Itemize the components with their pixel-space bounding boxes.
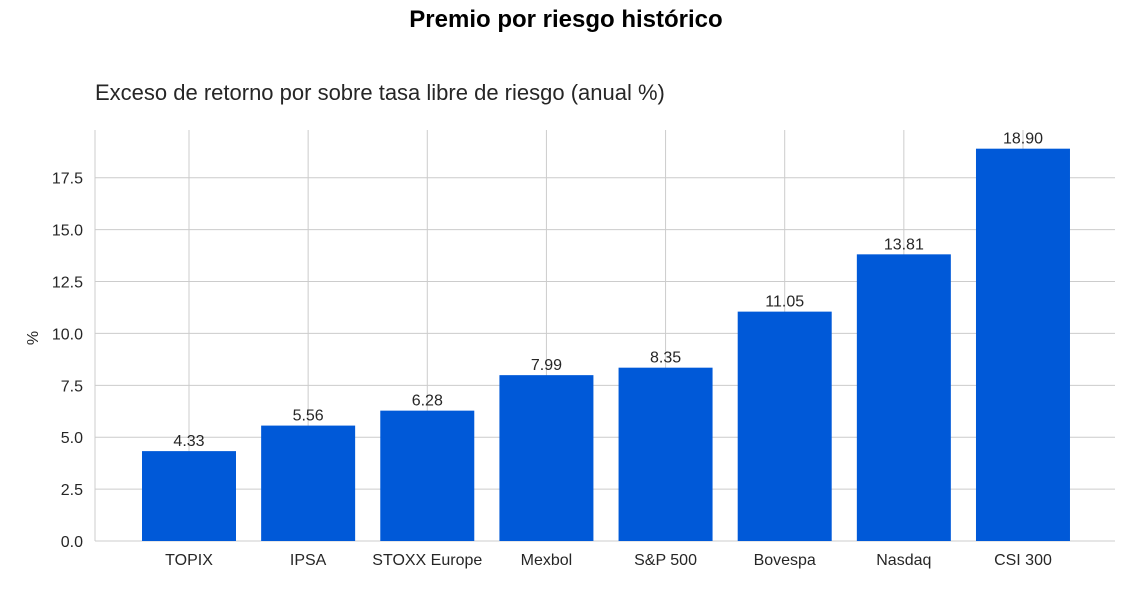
grid-layer (94, 130, 1115, 542)
data-label: 11.05 (765, 294, 804, 311)
bar (142, 451, 236, 541)
bar (380, 410, 475, 541)
y-tick-label: 5.0 (61, 430, 83, 447)
y-tick-label: 7.5 (61, 378, 83, 395)
labels-layer: 0.0 2.5 5.0 7.5 10.0 12.5 15.0 17.5 4.33 TOPIX 5.5… (52, 131, 1052, 569)
y-tick-label: 15.0 (52, 223, 83, 240)
x-tick-label: CSI 300 (994, 552, 1052, 569)
y-axis-label: % (25, 331, 42, 345)
chart-title: Premio por riesgo histórico (409, 6, 723, 33)
y-tick-label: 17.5 (52, 171, 83, 188)
x-tick-label: TOPIX (165, 552, 213, 569)
x-tick-label: Mexbol (521, 552, 573, 569)
data-label: 13.81 (884, 236, 924, 253)
data-label: 4.33 (173, 433, 204, 450)
bars-layer (142, 148, 1070, 541)
x-tick-label: STOXX Europe (372, 552, 482, 569)
y-tick-label: 0.0 (61, 534, 83, 551)
x-tick-label: S&P 500 (634, 552, 697, 569)
data-label: 18.90 (1003, 131, 1043, 148)
data-label: 5.56 (293, 408, 324, 425)
y-tick-label: 10.0 (52, 326, 83, 343)
x-tick-label: Bovespa (754, 552, 816, 569)
bar (499, 375, 594, 541)
bar (975, 148, 1070, 541)
chart-subtitle: Exceso de retorno por sobre tasa libre d… (95, 80, 665, 105)
bar (737, 311, 832, 541)
data-label: 8.35 (650, 350, 681, 367)
x-tick-label: IPSA (290, 552, 327, 569)
y-tick-label: 12.5 (52, 275, 83, 292)
data-label: 7.99 (531, 357, 562, 374)
bar (856, 254, 951, 541)
data-label: 6.28 (412, 393, 443, 410)
y-tick-label: 2.5 (61, 482, 83, 499)
bar (261, 425, 356, 541)
x-tick-label: Nasdaq (876, 552, 931, 569)
bar (618, 367, 713, 541)
